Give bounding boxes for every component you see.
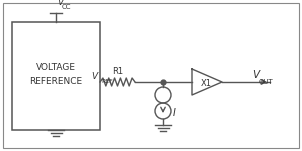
- Text: V: V: [252, 70, 259, 80]
- Text: VOLTAGE: VOLTAGE: [36, 64, 76, 72]
- Text: REF: REF: [101, 79, 113, 84]
- Text: V: V: [91, 72, 97, 81]
- Text: V: V: [57, 0, 63, 7]
- Text: OUT: OUT: [259, 79, 274, 85]
- Text: I: I: [173, 108, 176, 118]
- Text: R1: R1: [112, 67, 123, 77]
- Text: X1: X1: [201, 79, 211, 87]
- Bar: [12, 22, 100, 130]
- Text: CC: CC: [62, 4, 72, 10]
- Text: REFERENCE: REFERENCE: [29, 77, 82, 85]
